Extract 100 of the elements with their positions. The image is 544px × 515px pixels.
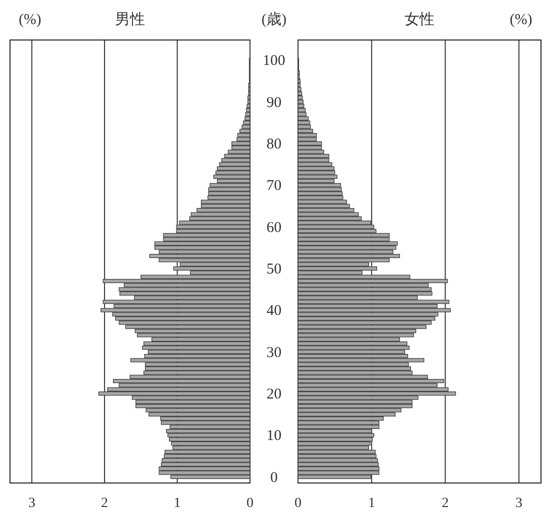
- bar: [160, 462, 250, 466]
- x-tick-label: 2: [442, 496, 449, 511]
- bar: [228, 150, 250, 154]
- bar: [298, 433, 374, 438]
- bar: [298, 112, 306, 116]
- y-tick-label: 40: [266, 303, 282, 320]
- bar: [298, 116, 309, 120]
- bar: [219, 162, 250, 166]
- bar: [168, 437, 250, 442]
- bar: [246, 108, 250, 112]
- bar: [154, 241, 250, 246]
- bar: [240, 128, 250, 133]
- bar: [232, 141, 250, 146]
- x-tick-label: 0: [294, 496, 302, 511]
- bar: [298, 146, 322, 150]
- y-tick-label: 0: [270, 470, 278, 486]
- bar: [242, 124, 250, 129]
- bar: [149, 254, 250, 258]
- bar: [298, 124, 311, 129]
- bar: [118, 320, 250, 325]
- bar: [166, 429, 250, 434]
- bar: [120, 291, 250, 296]
- bar: [160, 420, 250, 425]
- bar: [298, 170, 336, 175]
- bar: [298, 104, 304, 108]
- bar: [298, 191, 342, 196]
- bar: [208, 191, 250, 196]
- bar: [298, 196, 344, 200]
- y-tick-label: 80: [266, 136, 282, 152]
- bar: [164, 454, 250, 458]
- bar: [158, 466, 250, 471]
- bar: [298, 162, 332, 166]
- bar: [298, 346, 410, 350]
- bar: [190, 212, 250, 216]
- x-tick-label: 1: [368, 496, 376, 511]
- bar: [298, 241, 398, 246]
- bar: [298, 158, 330, 162]
- bar: [298, 341, 408, 346]
- y-tick-label: 60: [266, 220, 282, 236]
- bar: [248, 100, 250, 104]
- y-tick-label: 100: [262, 53, 286, 70]
- bar: [200, 204, 250, 208]
- bar: [237, 133, 250, 138]
- bar: [298, 100, 304, 104]
- bar: [158, 470, 250, 475]
- bar: [298, 128, 314, 133]
- bar: [298, 108, 306, 112]
- y-tick-label: 30: [266, 344, 282, 361]
- bar: [298, 233, 390, 238]
- bar: [168, 433, 250, 438]
- bar: [224, 154, 250, 158]
- y-tick-label: 10: [266, 428, 282, 444]
- bar: [298, 183, 342, 188]
- bar: [213, 174, 250, 179]
- bar: [216, 170, 250, 175]
- bar: [298, 420, 380, 425]
- bar: [298, 462, 379, 466]
- bar: [298, 454, 376, 458]
- bar: [298, 78, 301, 83]
- bar: [298, 83, 301, 88]
- y-tick-label: 90: [266, 94, 282, 111]
- bar: [298, 333, 414, 338]
- bar: [298, 96, 303, 100]
- bar: [298, 350, 406, 354]
- bar: [142, 346, 250, 350]
- bar: [162, 458, 250, 462]
- bar: [298, 358, 424, 362]
- bar: [136, 333, 250, 338]
- bar: [163, 233, 250, 238]
- bar: [298, 458, 378, 462]
- x-tick-label: 3: [515, 496, 522, 511]
- x-tick-label: 2: [101, 496, 108, 511]
- bar: [244, 116, 250, 120]
- bar: [298, 120, 310, 125]
- bar: [298, 320, 432, 325]
- bar: [243, 120, 250, 125]
- bar: [136, 404, 250, 408]
- bar: [144, 341, 250, 346]
- y-tick-label: 70: [266, 178, 282, 194]
- y-axis-title: (歳): [262, 11, 286, 28]
- bar: [298, 316, 436, 321]
- bar: [298, 208, 354, 212]
- bar: [298, 424, 380, 429]
- bar: [298, 87, 302, 92]
- x-tick-label: 3: [28, 496, 36, 511]
- bar: [298, 141, 322, 146]
- x-axis-title: (%): [510, 12, 532, 28]
- chart-title: 女性: [404, 11, 434, 28]
- bar: [298, 212, 359, 216]
- bar: [246, 104, 250, 108]
- bar: [136, 400, 250, 404]
- bar: [298, 174, 338, 179]
- bar: [208, 187, 250, 192]
- bar: [298, 291, 432, 296]
- y-tick-label: 50: [266, 262, 282, 278]
- bar: [112, 378, 250, 384]
- bar: [298, 366, 411, 371]
- bar: [298, 254, 400, 258]
- bar: [216, 166, 250, 171]
- bar: [148, 412, 250, 416]
